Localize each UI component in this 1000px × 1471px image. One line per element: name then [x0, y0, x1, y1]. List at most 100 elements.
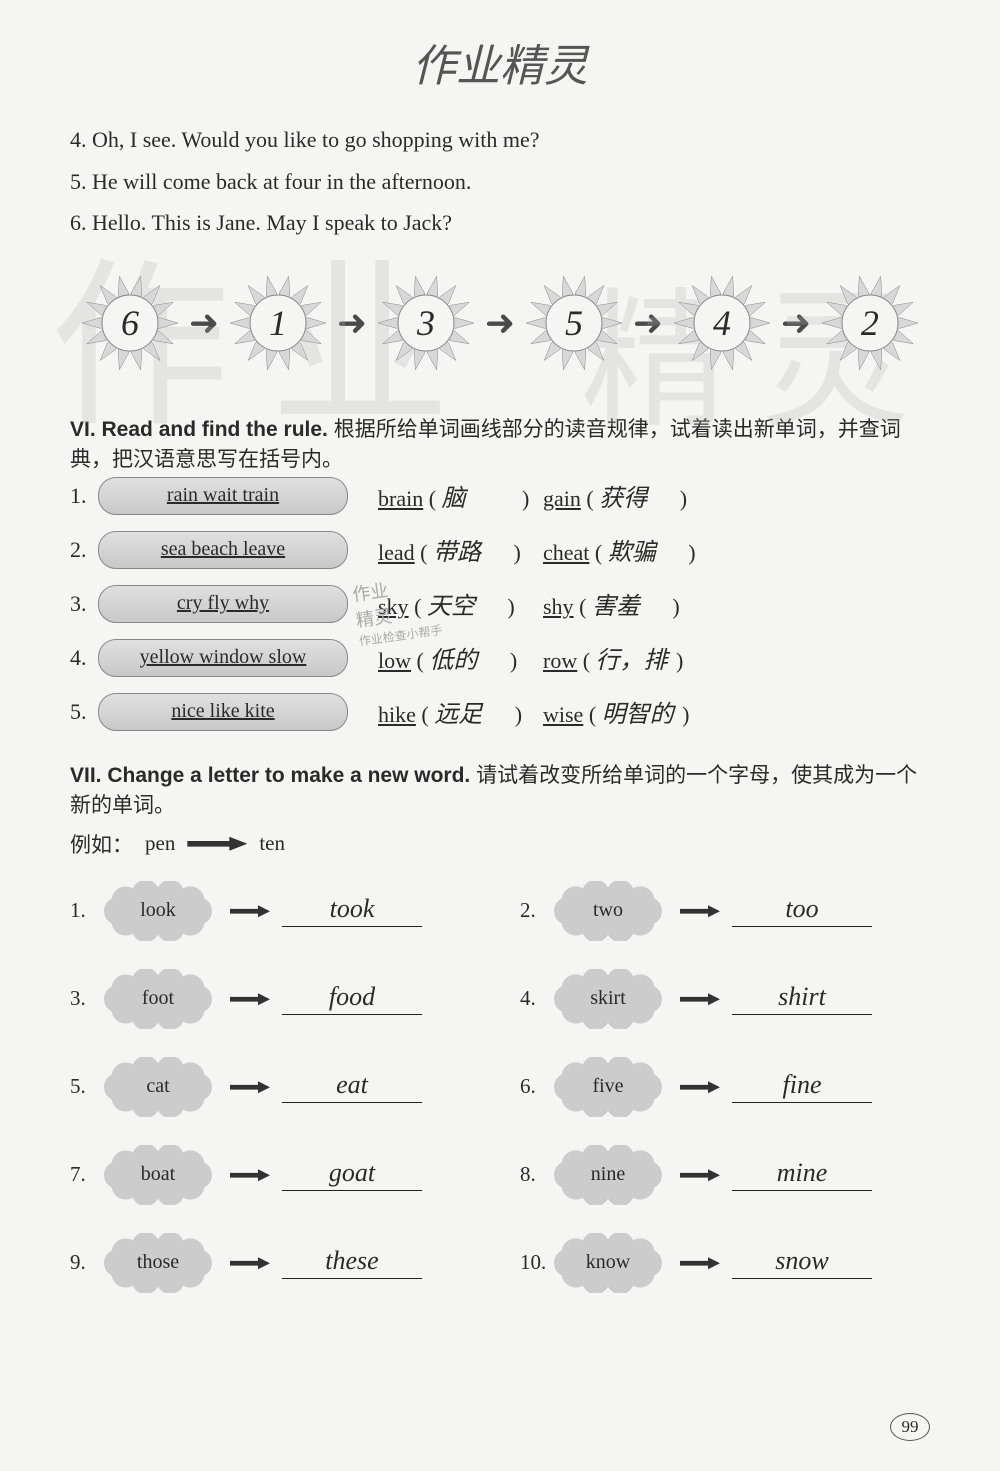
rule-num: 3. — [70, 591, 98, 617]
rule-answer-2: 获得 — [599, 478, 674, 513]
vii-answer: goat — [282, 1158, 422, 1191]
flower-value-3: 3 — [417, 302, 435, 344]
rule-row-4: 4. yellow window slow low ( 低的 ) row ( 行… — [70, 639, 930, 677]
vii-arrow-icon — [680, 1250, 720, 1275]
rule-answer-1: 带路 — [433, 532, 508, 567]
rule-answer-2: 明智的 — [602, 694, 677, 729]
rule-answer-2: 行，排 — [596, 640, 671, 675]
flower-value-6: 2 — [861, 302, 879, 344]
vii-num: 2. — [520, 898, 548, 923]
sequence-arrow-icon: ➜ — [485, 302, 515, 344]
cloud-badge: two — [548, 881, 668, 941]
vii-num: 1. — [70, 898, 98, 923]
example-row: 例如： pen ten — [70, 829, 930, 859]
vii-num: 6. — [520, 1074, 548, 1099]
vii-arrow-icon — [230, 1250, 270, 1275]
example-from: pen — [145, 831, 175, 856]
rule-num: 1. — [70, 483, 98, 509]
rule-num: 4. — [70, 645, 98, 671]
vii-num: 8. — [520, 1162, 548, 1187]
sequence-arrow-icon: ➜ — [781, 302, 811, 344]
cloud-badge: five — [548, 1057, 668, 1117]
cloud-badge: boat — [98, 1145, 218, 1205]
section-vii: VII. Change a letter to make a new word.… — [70, 759, 930, 1293]
rule-row-1: 1. rain wait train brain ( 脑 ) gain ( 获得… — [70, 477, 930, 515]
cloud-word: know — [586, 1251, 630, 1274]
rule-word-1: lead ( 带路 ) — [378, 532, 543, 567]
rule-pill: yellow window slow — [98, 639, 348, 677]
vii-item-1: 1. look took — [70, 881, 480, 941]
rule-answer-1: 低的 — [429, 640, 504, 675]
vii-item-4: 4. skirt shirt — [520, 969, 930, 1029]
rule-pill: sea beach leave — [98, 531, 348, 569]
rule-word-2: wise ( 明智的 ) — [543, 694, 708, 729]
rule-word-2: row ( 行，排 ) — [543, 640, 708, 675]
vii-arrow-icon — [230, 1074, 270, 1099]
rule-word-1: hike ( 远足 ) — [378, 694, 543, 729]
cloud-word: those — [137, 1251, 179, 1274]
rule-answer-2: 欺骗 — [608, 532, 683, 567]
vii-answer: eat — [282, 1070, 422, 1103]
flower-value-2: 1 — [269, 302, 287, 344]
vii-answer: fine — [732, 1070, 872, 1103]
page-number: 99 — [890, 1413, 930, 1441]
sequence-arrow-icon: ➜ — [337, 302, 367, 344]
rule-num: 5. — [70, 699, 98, 725]
vii-arrow-icon — [680, 986, 720, 1011]
sequence-arrow-icon: ➜ — [633, 302, 663, 344]
vii-answer: snow — [732, 1246, 872, 1279]
vii-arrow-icon — [680, 898, 720, 923]
vii-num: 4. — [520, 986, 548, 1011]
example-to: ten — [259, 831, 285, 856]
cloud-word: two — [593, 899, 623, 922]
flower-value-1: 6 — [121, 302, 139, 344]
vii-num: 7. — [70, 1162, 98, 1187]
cloud-word: look — [140, 899, 176, 922]
cloud-word: nine — [591, 1163, 625, 1186]
flower-1: 6 — [80, 273, 180, 373]
sequence-arrow-icon: ➜ — [189, 302, 219, 344]
rule-word-1: low ( 低的 ) — [378, 640, 543, 675]
cloud-word: cat — [146, 1075, 169, 1098]
cloud-word: boat — [141, 1163, 175, 1186]
rule-answer-1: 远足 — [434, 694, 509, 729]
example-label: 例如： — [70, 829, 133, 859]
vii-arrow-icon — [680, 1162, 720, 1187]
cloud-badge: cat — [98, 1057, 218, 1117]
rule-row-5: 5. nice like kite hike ( 远足 ) wise ( 明智的… — [70, 693, 930, 731]
flower-6: 2 — [820, 273, 920, 373]
vii-answer: mine — [732, 1158, 872, 1191]
vii-num: 9. — [70, 1250, 98, 1275]
rule-pill: cry fly why — [98, 585, 348, 623]
vii-item-9: 9. those these — [70, 1233, 480, 1293]
vii-num: 10. — [520, 1250, 548, 1275]
rule-word-2: shy ( 害羞 ) — [543, 586, 708, 621]
sentence-6: 6. Hello. This is Jane. May I speak to J… — [70, 203, 930, 243]
cloud-badge: know — [548, 1233, 668, 1293]
stamp-watermark: 作业 精灵 作业检查小帮手 — [351, 569, 444, 649]
vii-arrow-icon — [680, 1074, 720, 1099]
rule-pill: rain wait train — [98, 477, 348, 515]
vii-answer: food — [282, 982, 422, 1015]
vii-answer: too — [732, 894, 872, 927]
sentence-4: 4. Oh, I see. Would you like to go shopp… — [70, 120, 930, 160]
vii-answer: these — [282, 1246, 422, 1279]
rule-row-3: 3. cry fly why sky ( 天空 ) shy ( 害羞 ) — [70, 585, 930, 623]
rule-row-2: 2. sea beach leave lead ( 带路 ) cheat ( 欺… — [70, 531, 930, 569]
vii-num: 3. — [70, 986, 98, 1011]
cloud-badge: skirt — [548, 969, 668, 1029]
vii-item-5: 5. cat eat — [70, 1057, 480, 1117]
sequence-row: 6➜ 1➜ 3➜ 5➜ 4➜ 2 — [70, 273, 930, 373]
example-arrow-icon — [187, 837, 247, 851]
vii-grid: 1. look took 2. two too 3. foot food 4. — [70, 881, 930, 1293]
vii-item-10: 10. know snow — [520, 1233, 930, 1293]
sentence-5: 5. He will come back at four in the afte… — [70, 162, 930, 202]
rule-answer-1: 脑 — [442, 478, 517, 513]
section-vi-title: VI. Read and find the rule. 根据所给单词画线部分的读… — [70, 413, 930, 473]
vii-answer: took — [282, 894, 422, 927]
section-vi-title-en: VI. Read and find the rule. — [70, 418, 328, 441]
section-vi: VI. Read and find the rule. 根据所给单词画线部分的读… — [70, 413, 930, 731]
cloud-word: skirt — [590, 987, 626, 1010]
flower-3: 3 — [376, 273, 476, 373]
cloud-badge: nine — [548, 1145, 668, 1205]
